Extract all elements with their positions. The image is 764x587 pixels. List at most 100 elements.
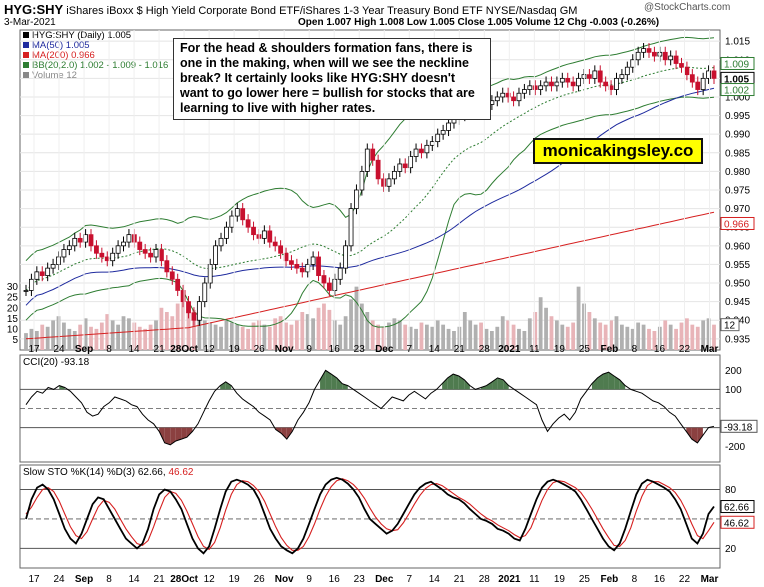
- cci-title: CCI(20) -93.18: [23, 357, 90, 368]
- x-tick-label-price: Feb: [601, 344, 619, 355]
- volume-bar: [181, 299, 185, 350]
- candle-body: [424, 144, 430, 154]
- candle-body: [234, 208, 240, 217]
- volume-bar: [289, 324, 294, 350]
- volume-bar: [587, 312, 592, 350]
- candle-body: [559, 77, 565, 83]
- candle-body: [521, 89, 527, 94]
- cci-fill-negative: [186, 427, 193, 438]
- candle-body: [375, 159, 381, 180]
- volume-bar: [327, 309, 332, 350]
- volume-bar: [387, 322, 391, 350]
- volume-bar: [311, 318, 316, 350]
- volume-bar: [495, 326, 500, 350]
- bb-middle-line: [25, 66, 715, 291]
- candle-body: [175, 278, 181, 291]
- volume-bar: [408, 326, 413, 350]
- x-tick-label-price: Nov: [275, 344, 294, 355]
- candle-body: [326, 282, 332, 291]
- volume-bar: [175, 303, 180, 350]
- candle-body: [272, 241, 278, 247]
- x-tick-label-sto: 2021: [498, 574, 521, 585]
- volume-bar: [473, 324, 478, 350]
- candle-body: [137, 241, 143, 250]
- candle-body: [240, 208, 246, 221]
- candle-body: [110, 252, 116, 262]
- price-tick-label: 0.955: [725, 260, 750, 271]
- candle-body: [565, 77, 571, 83]
- candle-body: [527, 85, 533, 90]
- volume-bar: [224, 320, 229, 350]
- candle-body: [700, 77, 706, 90]
- candle-body: [576, 77, 581, 87]
- volume-bar: [24, 333, 28, 350]
- volume-bar: [468, 320, 473, 350]
- candle-body: [310, 256, 316, 265]
- candle-body: [45, 267, 51, 276]
- cci-fill-positive: [320, 370, 326, 390]
- volume-bar: [397, 320, 402, 350]
- volume-bar: [56, 316, 61, 350]
- legend-entry: HYG:SHY (Daily) 1.005: [32, 30, 131, 41]
- volume-bar: [592, 318, 597, 350]
- volume-bar: [533, 312, 538, 350]
- volume-bar: [51, 320, 55, 350]
- price-tick-label: 0.990: [725, 130, 750, 141]
- volume-bar: [620, 324, 624, 350]
- candle-body: [94, 245, 99, 254]
- cci-fill-positive: [220, 381, 226, 390]
- candle-body: [245, 219, 251, 228]
- candle-body: [619, 74, 625, 79]
- symbol: HYG:SHY: [4, 2, 64, 17]
- volume-bar: [267, 326, 272, 350]
- volume-bar: [208, 322, 213, 350]
- volume-bar: [452, 331, 456, 350]
- volume-bar: [603, 324, 608, 350]
- candle-body: [673, 55, 679, 64]
- x-tick-label-price: 25: [579, 344, 591, 355]
- volume-bar: [322, 303, 326, 350]
- candle-body: [56, 256, 61, 265]
- x-tick-label-sto: 11: [529, 574, 540, 585]
- x-tick-label-sto: 12: [204, 574, 216, 585]
- x-tick-label-sto: 14: [129, 574, 141, 585]
- exchange: NYSE/Nasdaq GM: [485, 5, 578, 17]
- candle-body: [99, 252, 105, 258]
- cci-tick-label: -200: [725, 442, 745, 453]
- cci-fill-positive: [331, 374, 337, 390]
- volume-right-label: 12: [724, 321, 736, 332]
- x-tick-label-price: 8: [632, 344, 638, 355]
- volume-bar: [354, 286, 359, 350]
- cci-fill-negative: [170, 427, 176, 445]
- cci-fill-positive: [486, 381, 493, 390]
- x-tick-label-price: 28: [479, 344, 491, 355]
- volume-bar: [246, 328, 251, 350]
- x-tick-label-sto: Nov: [275, 574, 294, 585]
- price-tick-label: 1.015: [725, 37, 750, 48]
- x-tick-label-price: 9: [306, 344, 312, 355]
- cci-fill-positive: [336, 377, 343, 390]
- volume-bar: [78, 324, 83, 350]
- x-tick-label-sto: 21: [154, 574, 166, 585]
- candle-body: [587, 74, 592, 79]
- volume-bar: [316, 307, 321, 350]
- candle-body: [142, 249, 148, 254]
- x-tick-label-price: 12: [204, 344, 216, 355]
- legend-swatch: [23, 62, 29, 68]
- price-right-label: 1.009: [724, 59, 749, 70]
- candle-body: [153, 249, 159, 258]
- x-tick-label-price: 7: [406, 344, 412, 355]
- candle-body: [196, 301, 202, 321]
- price-tick-label: 0.950: [725, 279, 750, 290]
- volume-tick-label: 15: [7, 314, 19, 325]
- candle-body: [543, 81, 549, 87]
- volume-bar: [45, 326, 50, 350]
- volume-bar: [506, 320, 511, 350]
- volume-bar: [105, 314, 110, 350]
- x-tick-label-sto: Sep: [75, 574, 93, 585]
- x-tick-label-sto: 7: [406, 574, 412, 585]
- x-tick-label-price: 22: [679, 344, 691, 355]
- candle-body: [164, 260, 170, 273]
- volume-bar: [441, 324, 446, 350]
